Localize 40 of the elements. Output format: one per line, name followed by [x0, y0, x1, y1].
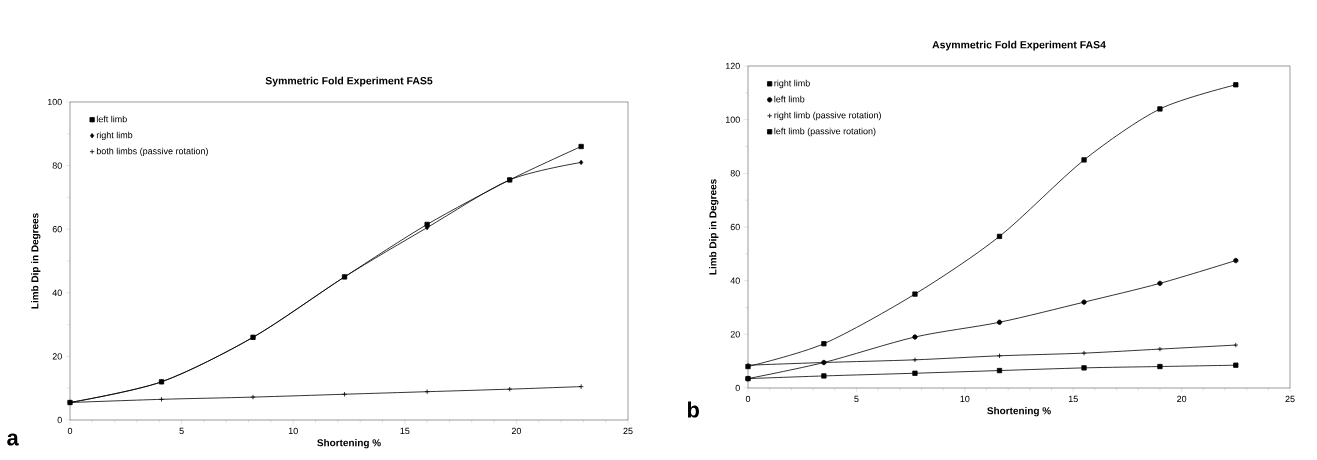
x-tick-label: 10 — [960, 395, 970, 403]
y-tick-label: 20 — [730, 331, 740, 338]
chart-title: Symmetric Fold Experiment FAS5 — [265, 76, 433, 87]
text: a — [7, 433, 19, 446]
x-tick-label: 5 — [854, 395, 859, 403]
y-axis-title: Limb Dip in Degrees — [709, 179, 719, 275]
x-tick-label: 15 — [400, 427, 410, 435]
y-tick-label: 40 — [52, 289, 62, 296]
legend-label: left limb (passive rotation) — [774, 127, 876, 137]
x-tick-label: 0 — [745, 395, 751, 403]
x-tick-label: 25 — [1285, 395, 1295, 403]
legend-label: left limb — [774, 95, 805, 103]
x-axis-title: Shortening % — [987, 406, 1051, 417]
y-tick-label: 80 — [52, 162, 62, 169]
x-tick-label: 0 — [67, 427, 73, 435]
legend-label: right limb — [96, 131, 133, 141]
legend-label: both limbs (passive rotation) — [96, 147, 208, 157]
legend-label: right limb — [774, 79, 810, 89]
y-tick-label: 20 — [52, 353, 62, 360]
legend-label: right limb (passive rotation) — [774, 111, 881, 121]
x-tick-label: 10 — [288, 427, 298, 435]
y-tick-label: 40 — [730, 277, 740, 284]
text: b — [687, 401, 699, 418]
y-tick-label: 60 — [730, 223, 740, 231]
y-tick-label: 80 — [730, 170, 740, 177]
x-tick-label: 20 — [511, 427, 522, 435]
x-tick-label: 20 — [1177, 395, 1187, 403]
legend-label: left limb — [96, 115, 127, 123]
y-tick-label: 0 — [735, 384, 740, 392]
y-tick-label: 120 — [725, 62, 740, 70]
y-tick-label: 0 — [57, 416, 62, 424]
y-axis-title: Limb Dip in Degrees — [31, 213, 41, 309]
y-tick-label: 60 — [52, 226, 62, 233]
x-tick-label: 5 — [179, 427, 184, 435]
y-tick-label: 100 — [725, 116, 740, 123]
x-axis-title: Shortening % — [317, 438, 381, 449]
x-tick-label: 15 — [1068, 395, 1078, 403]
chart-title: Asymmetric Fold Experiment FAS4 — [932, 40, 1106, 51]
x-tick-label: 25 — [623, 427, 633, 435]
y-tick-label: 100 — [47, 98, 62, 106]
